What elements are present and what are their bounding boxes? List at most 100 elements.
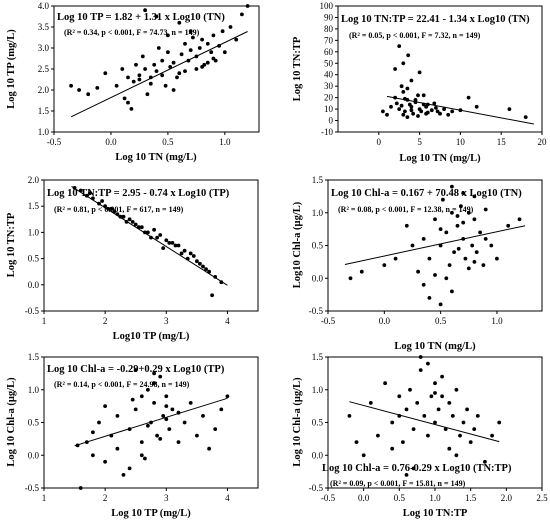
panel-2-point: [435, 109, 440, 114]
panel-1-point: [168, 65, 173, 69]
panel-6-xtick-label: 2.5: [536, 493, 548, 503]
panel-6-ytick-label: 0.5: [312, 418, 324, 428]
panel-1-point: [240, 12, 244, 17]
panel-6-ytick-label: 1.0: [312, 385, 324, 395]
panel-6-ytick-label: 1.5: [312, 352, 324, 362]
panel-4-point: [472, 194, 477, 199]
panel-6-xtick-label: -0.5: [321, 493, 336, 503]
panel-6-point: [454, 387, 459, 392]
panel-4-point: [441, 197, 445, 202]
panel-6-point: [458, 433, 462, 438]
panel-3-point: [112, 209, 117, 214]
panel-2-point: [394, 101, 399, 106]
panel-5-point: [139, 440, 144, 444]
panel-5-point: [91, 430, 95, 435]
panel-6-point: [440, 374, 444, 379]
panel-6-fit-line: [349, 401, 500, 443]
panel-6-stats: (R² = 0.09, p < 0.001, F = 15.81, n = 14…: [330, 479, 466, 488]
panel-4-point: [404, 223, 409, 228]
panel-6-point: [426, 433, 430, 438]
panel-4-ytick-label: -0.5: [309, 306, 324, 316]
panel-4-point: [466, 266, 471, 271]
panel-5-ytick-label: 0.5: [28, 418, 40, 428]
panel-6-point: [429, 394, 434, 399]
panel-3-point: [88, 191, 92, 196]
panel-6-point: [397, 394, 402, 399]
panel-4-point: [459, 204, 463, 209]
panel-5-xtick-label: 3: [164, 493, 169, 503]
panel-1-point: [171, 60, 176, 65]
panel-2-point: [419, 109, 424, 114]
panel-2-point: [434, 106, 438, 110]
panel-1-point: [160, 58, 165, 63]
panel-5-point: [213, 427, 218, 431]
panel-1-ytick-label: 4.0: [38, 1, 50, 11]
panel-2-xtick-label: 0: [377, 137, 382, 147]
panel-5-point: [97, 420, 101, 425]
panel-1-point: [228, 25, 233, 29]
panel-2-point: [417, 70, 422, 75]
panel-1-point: [145, 92, 150, 97]
panel-4-point: [450, 210, 454, 215]
panel-4-point: [463, 256, 468, 261]
panel-6-point: [411, 466, 416, 471]
panel-5-point: [146, 423, 150, 428]
panel-4-point: [455, 223, 460, 228]
panel-1-point: [211, 56, 216, 61]
panel-4-xtick-label: 0.0: [379, 316, 391, 326]
panel-4-point: [427, 256, 432, 261]
panel-5-point: [115, 414, 120, 418]
panel-4-point: [359, 269, 364, 274]
panel-6-point: [404, 407, 409, 412]
panel-4-point: [444, 276, 449, 281]
panel-2-point: [405, 86, 410, 91]
panel-1-point: [166, 50, 170, 55]
panel-2-point: [409, 78, 414, 83]
panel-5-point: [225, 394, 230, 399]
panel-1-equation: Log 10 TP = 1.82 + 1.31 x Log10 (TN): [57, 12, 225, 23]
panel-4-frame: [327, 179, 543, 312]
panel-1-point: [205, 41, 210, 46]
panel-6-ticks: -0.5 0.0 0.5 1.0 1.5 2.0 2.5 -0.5 0.0 0.5 1.0 1.5: [309, 352, 548, 503]
panel-5-point: [161, 414, 166, 418]
panel-4-point: [470, 243, 475, 248]
panel-1-ytick-label: 2.5: [38, 64, 50, 74]
panel-6-point: [401, 440, 405, 444]
panel-5-point: [133, 407, 138, 412]
panel-4-point: [433, 273, 437, 277]
panel-5-equation: Log 10 Chl-a = -0.29+0.29 x Log10 (TP): [47, 364, 225, 375]
panel-5-point: [176, 440, 181, 444]
panel-3-point: [146, 230, 150, 235]
panel-5-point: [158, 374, 163, 379]
panel-1-point: [126, 75, 130, 80]
panel-6-point: [447, 401, 452, 405]
panel-4: -0.5 0.0 0.5 1.0 -0.5 0.0 0.5 1.0 1.5 Log 10 Chl…: [292, 175, 543, 352]
panel-1-marks: [69, 4, 250, 118]
panel-2-fit-line: [386, 95, 534, 125]
panel-4-point: [382, 263, 387, 267]
panel-1-point: [163, 83, 168, 88]
panel-1: -0.5 0.0 0.5 1.0 1.0 1.5 2.0 2.5 3.0 3.5 4.0 Log 1…: [6, 1, 260, 163]
panel-2-point: [446, 112, 451, 117]
panel-2-point: [409, 104, 414, 109]
panel-6-frame: [327, 356, 543, 489]
panel-1-point: [234, 37, 239, 42]
panel-5-point: [115, 446, 120, 451]
panel-6-point: [468, 440, 473, 444]
panel-4-point: [452, 250, 456, 255]
panel-4-equation: Log 10 Chl-a = 0.167 + 70.48 x Log10 (TN…: [331, 188, 522, 199]
panel-3-ytick-label: 2.0: [28, 175, 40, 185]
panel-6-ytick-label: -0.5: [309, 483, 324, 493]
panel-4-point: [421, 282, 426, 287]
panel-5-point: [146, 387, 150, 392]
panel-6: -0.5 0.0 0.5 1.0 1.5 2.0 2.5 -0.5 0.0 0.5 1.0 1.5 L…: [292, 352, 548, 519]
panel-6-xtick-label: 1.5: [465, 493, 477, 503]
panel-5-point: [182, 420, 187, 425]
panel-1-point: [134, 62, 138, 67]
panel-5-point: [127, 466, 132, 471]
panel-3-point: [133, 222, 138, 227]
panel-2-ytick-label: -10: [321, 127, 333, 137]
panel-2-point: [438, 111, 442, 116]
panel-1-frame: [53, 5, 260, 133]
